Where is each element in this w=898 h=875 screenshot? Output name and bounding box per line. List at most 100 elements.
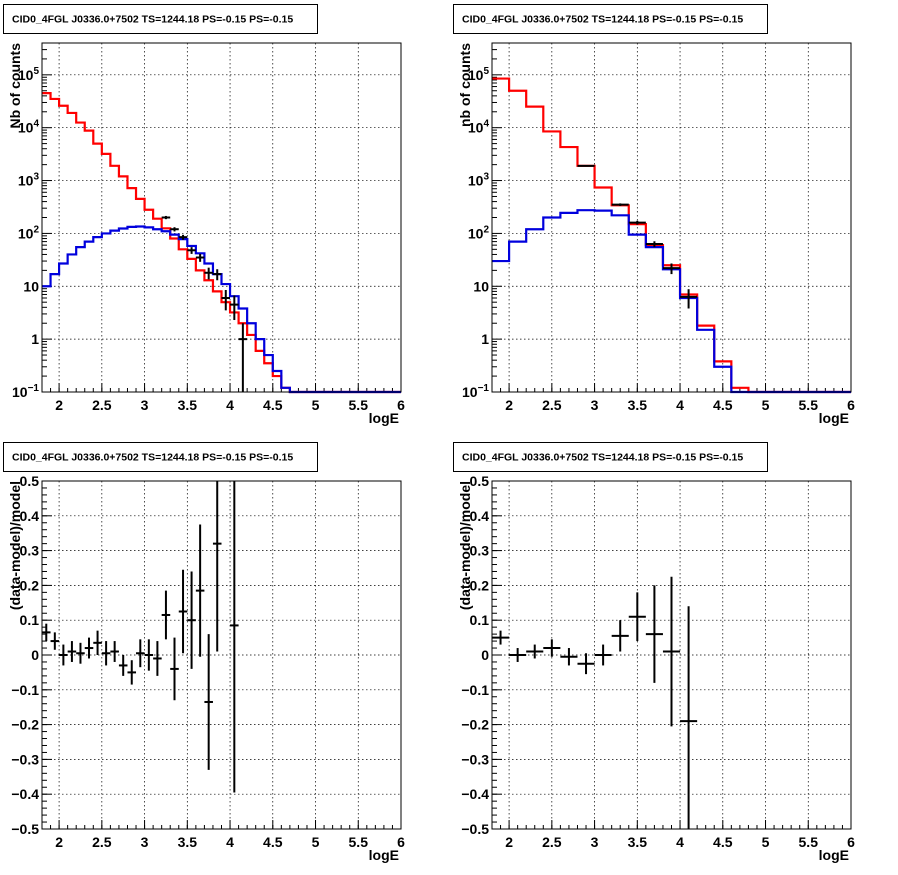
y-tick-label: 0.4: [20, 508, 40, 524]
x-tick-label: 3.5: [628, 397, 648, 413]
y-axis-label: (data-model)/model: [457, 481, 473, 610]
plot-frame: [491, 42, 852, 393]
data-points: [577, 164, 698, 309]
x-tick-label: 3.5: [178, 397, 198, 413]
y-tick-label: 102: [468, 224, 490, 241]
y-tick-label: 102: [18, 224, 40, 241]
y-tick-label: 10−1: [12, 383, 39, 400]
x-tick-label: 5: [312, 397, 320, 413]
title-box: [3, 4, 318, 34]
series-red-line: [42, 92, 401, 394]
y-axis-label: Nb of counts: [7, 43, 23, 129]
x-tick-label: 2.5: [542, 397, 562, 413]
x-tick-label: 4.5: [713, 834, 733, 850]
title-box: [453, 442, 768, 472]
x-tick-label: 4: [226, 834, 234, 850]
data-points: [492, 576, 698, 829]
y-tick-exponent: 5: [483, 66, 489, 77]
x-axis: 2 2.5 3 3.5 4 4.5 5 5.5 6: [41, 820, 405, 850]
x-tick-label: 5: [762, 834, 770, 850]
y-axis-label: (data-model)/model: [7, 481, 23, 610]
y-tick-label: −0.1: [11, 682, 39, 698]
chart-panel-counts-fine: CID0_4FGL J0336.0+7502 TS=1244.18 PS=-0.…: [3, 4, 405, 426]
x-tick-label: 6: [397, 834, 405, 850]
y-tick-label: 0.5: [470, 473, 490, 489]
x-tick-label: 3: [141, 397, 149, 413]
plot-frame: [41, 42, 402, 393]
y-tick-label: 0: [481, 647, 489, 663]
chart-title: CID0_4FGL J0336.0+7502 TS=1244.18 PS=-0.…: [12, 452, 293, 464]
y-tick-label: −0.5: [11, 821, 39, 837]
y-tick-label: −0.2: [461, 717, 489, 733]
y-tick-label: −0.3: [11, 751, 39, 767]
chart-panel-residuals-coarse: CID0_4FGL J0336.0+7502 TS=1244.18 PS=-0.…: [453, 442, 855, 863]
data-points: [161, 215, 248, 392]
title-box: [453, 4, 768, 34]
y-tick-exponent: 3: [33, 172, 39, 183]
y-tick-label: −0.1: [461, 682, 489, 698]
x-tick-label: 4: [676, 397, 684, 413]
y-tick-exponent: 4: [483, 119, 489, 130]
x-tick-label: 2.5: [92, 397, 112, 413]
plot-frame: [41, 480, 402, 830]
y-tick-label: 10: [473, 278, 489, 294]
x-tick-label: 4: [226, 397, 234, 413]
y-tick-label: −0.5: [461, 821, 489, 837]
y-axis-label: nb of counts: [457, 43, 473, 127]
y-tick-label: 0.4: [470, 508, 490, 524]
y-tick-label: 1: [31, 331, 39, 347]
y-tick-label: 0.2: [470, 577, 490, 593]
x-tick-label: 6: [397, 397, 405, 413]
chart-title: CID0_4FGL J0336.0+7502 TS=1244.18 PS=-0.…: [12, 14, 293, 26]
chart-panel-counts-coarse: CID0_4FGL J0336.0+7502 TS=1244.18 PS=-0.…: [453, 4, 855, 426]
y-tick-exponent: 2: [483, 224, 489, 235]
y-tick-label: 0.1: [20, 612, 40, 628]
chart-panel-residuals-fine: CID0_4FGL J0336.0+7502 TS=1244.18 PS=-0.…: [3, 442, 405, 863]
y-tick-label: 0.2: [20, 577, 40, 593]
x-tick-label: 3: [591, 397, 599, 413]
y-tick-label: 0.3: [20, 543, 40, 559]
title-box: [3, 442, 318, 472]
chart-title: CID0_4FGL J0336.0+7502 TS=1244.18 PS=-0.…: [462, 14, 743, 26]
series-red-line: [492, 77, 851, 394]
x-axis: 2 2.5 3 3.5 4 4.5 5 5.5 6: [491, 383, 855, 413]
series-blue-line: [492, 209, 851, 394]
x-axis-label: logE: [369, 410, 399, 426]
x-tick-label: 2: [55, 397, 63, 413]
x-tick-label: 2.5: [92, 834, 112, 850]
y-tick-exponent: 2: [33, 224, 39, 235]
data-points: [42, 481, 239, 793]
x-tick-label: 4.5: [263, 397, 283, 413]
y-tick-label: 0.1: [470, 612, 490, 628]
x-axis-label: logE: [819, 410, 849, 426]
y-tick-label: −0.3: [461, 751, 489, 767]
x-tick-label: 4.5: [263, 834, 283, 850]
x-axis: 2 2.5 3 3.5 4 4.5 5 5.5 6: [491, 820, 855, 850]
x-tick-label: 2: [505, 834, 513, 850]
y-tick-exponent: 3: [483, 172, 489, 183]
x-tick-label: 5.5: [799, 834, 819, 850]
x-axis-label: logE: [819, 847, 849, 863]
y-tick-exponent: 4: [33, 119, 39, 130]
x-tick-label: 5.5: [799, 397, 819, 413]
y-tick-label: 0: [31, 647, 39, 663]
y-axis: −0.5 −0.4 −0.3 −0.2 −0.1 0 0.1 0.2 0.3 0.4 0.5: [11, 473, 52, 837]
y-axis: −0.5 −0.4 −0.3 −0.2 −0.1 0 0.1 0.2 0.3 0.4 0.5: [461, 473, 502, 837]
x-tick-label: 3: [141, 834, 149, 850]
y-tick-exponent: −1: [28, 383, 40, 394]
x-tick-label: 2.5: [542, 834, 562, 850]
y-tick-label: −0.2: [11, 717, 39, 733]
y-tick-label: 103: [18, 172, 40, 189]
x-tick-label: 5.5: [349, 397, 369, 413]
x-axis: 2 2.5 3 3.5 4 4.5 5 5.5 6: [41, 383, 405, 413]
y-tick-label: −0.4: [461, 786, 489, 802]
x-tick-label: 5: [762, 397, 770, 413]
x-tick-label: 4: [676, 834, 684, 850]
y-tick-exponent: 5: [33, 66, 39, 77]
x-tick-label: 2: [55, 834, 63, 850]
x-tick-label: 2: [505, 397, 513, 413]
chart-title: CID0_4FGL J0336.0+7502 TS=1244.18 PS=-0.…: [462, 452, 743, 464]
